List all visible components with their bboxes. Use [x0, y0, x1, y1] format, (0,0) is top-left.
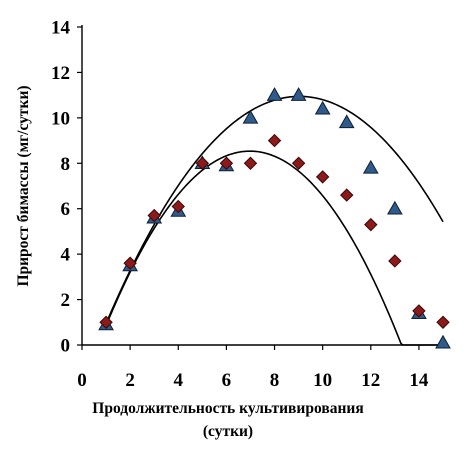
x-tick-label: 12 [361, 370, 380, 391]
series-2-diamond-point [388, 254, 402, 268]
y-tick-label: 8 [61, 154, 71, 175]
series-2-diamond-point [412, 304, 426, 318]
series-2-diamond-point [340, 188, 354, 202]
series-2-diamond-point [243, 156, 258, 170]
x-tick-label: 0 [77, 370, 87, 391]
series-2-diamond-point [99, 315, 113, 329]
series-2-diamond-point [195, 156, 210, 170]
series-1-triangle-point [290, 87, 307, 101]
axes-layer: 0 2 4 6 8 10 12 14 0 2 4 6 8 10 12 14 [51, 18, 443, 391]
y-tick-label: 10 [51, 108, 70, 129]
series-2-diamond-point [315, 170, 330, 184]
series-2-diamond-point [291, 156, 306, 170]
x-tick-label: 14 [409, 370, 429, 391]
series-2-diamond-point [147, 208, 161, 223]
series-1-triangle-point [314, 100, 331, 115]
x-tick-label: 8 [270, 370, 280, 391]
y-tick-label: 2 [61, 290, 71, 311]
series-2-diamond-point [219, 156, 234, 170]
series-2-diamond-point [436, 315, 450, 329]
y-axis-title: Прирост бимассы (мг/сутки) [15, 85, 32, 286]
series-2-diamond-point [123, 256, 137, 270]
y-tick-label: 4 [61, 245, 71, 266]
x-tick-label: 10 [313, 370, 332, 391]
x-tick-label: 6 [222, 370, 232, 391]
x-axis-title-line2: (сутки) [203, 423, 253, 440]
series-2-diamond-point [364, 217, 378, 232]
y-tick-label: 6 [61, 199, 71, 220]
series-1-triangle-point [338, 114, 355, 129]
y-tick-label: 12 [51, 63, 70, 84]
series-1-triangle-point [387, 200, 403, 215]
x-tick-label: 4 [174, 370, 184, 391]
y-tick-label: 0 [61, 336, 71, 357]
trend-curve-2 [105, 150, 443, 346]
y-tick-label: 14 [51, 18, 71, 39]
series-1-triangle-point [362, 159, 379, 174]
x-axis-title-line1: Продолжительность культивирования [92, 400, 363, 417]
series-1-triangle-point [435, 334, 451, 349]
series-1-triangle-point [266, 87, 283, 101]
labels-layer: Продолжительность культивирования (сутки… [15, 85, 364, 440]
series-2-diamond-point [171, 199, 185, 214]
series-1-triangle-point [242, 109, 259, 124]
x-tick-label: 2 [125, 370, 135, 391]
series-2-diamond-point [267, 133, 282, 148]
data-points-layer [98, 87, 451, 349]
